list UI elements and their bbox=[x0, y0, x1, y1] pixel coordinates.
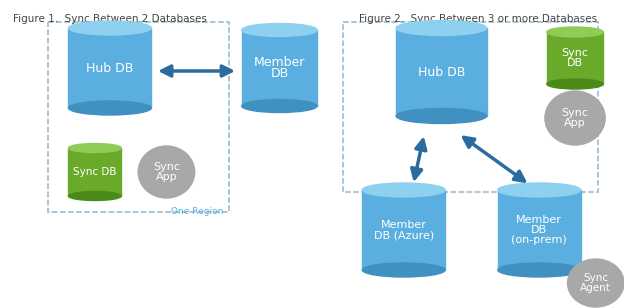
Text: Sync: Sync bbox=[562, 108, 588, 118]
Text: Sync: Sync bbox=[153, 162, 180, 172]
Ellipse shape bbox=[547, 27, 603, 37]
Text: Member: Member bbox=[254, 56, 305, 69]
Ellipse shape bbox=[138, 146, 195, 198]
Ellipse shape bbox=[241, 99, 317, 112]
Text: Sync: Sync bbox=[583, 273, 608, 283]
Text: DB: DB bbox=[270, 67, 288, 80]
Bar bbox=[396, 28, 487, 116]
Text: Figure 1.  Sync Between 2 Databases: Figure 1. Sync Between 2 Databases bbox=[13, 14, 207, 24]
Ellipse shape bbox=[545, 91, 605, 145]
Text: (on-prem): (on-prem) bbox=[512, 235, 567, 245]
Ellipse shape bbox=[567, 259, 624, 307]
Bar bbox=[69, 148, 121, 196]
Text: One Region: One Region bbox=[170, 207, 223, 216]
Bar bbox=[241, 30, 317, 106]
Text: DB (Azure): DB (Azure) bbox=[374, 230, 434, 240]
Bar bbox=[363, 190, 445, 270]
Text: Member: Member bbox=[381, 220, 427, 230]
Ellipse shape bbox=[69, 101, 152, 115]
Text: App: App bbox=[564, 118, 586, 128]
Text: Hub DB: Hub DB bbox=[86, 62, 134, 75]
Ellipse shape bbox=[69, 192, 121, 201]
Text: Sync: Sync bbox=[562, 48, 588, 58]
Text: App: App bbox=[155, 172, 177, 182]
Text: Member: Member bbox=[516, 215, 562, 225]
Ellipse shape bbox=[498, 183, 581, 197]
Bar bbox=[343, 22, 598, 192]
Ellipse shape bbox=[241, 23, 317, 37]
Text: DB: DB bbox=[567, 58, 583, 68]
Ellipse shape bbox=[498, 263, 581, 277]
Text: Figure 2.  Sync Between 3 or more Databases: Figure 2. Sync Between 3 or more Databas… bbox=[359, 14, 597, 24]
Text: DB: DB bbox=[531, 225, 547, 235]
Text: Hub DB: Hub DB bbox=[417, 66, 465, 79]
Ellipse shape bbox=[363, 263, 445, 277]
Bar bbox=[498, 190, 581, 270]
Text: Sync DB: Sync DB bbox=[73, 167, 117, 177]
Bar bbox=[69, 28, 152, 108]
Ellipse shape bbox=[396, 21, 487, 35]
Ellipse shape bbox=[69, 144, 121, 152]
Ellipse shape bbox=[363, 183, 445, 197]
Bar bbox=[547, 32, 603, 84]
Bar bbox=[48, 22, 228, 212]
Ellipse shape bbox=[396, 108, 487, 124]
Ellipse shape bbox=[547, 79, 603, 89]
Text: Agent: Agent bbox=[580, 283, 611, 293]
Ellipse shape bbox=[69, 21, 152, 35]
